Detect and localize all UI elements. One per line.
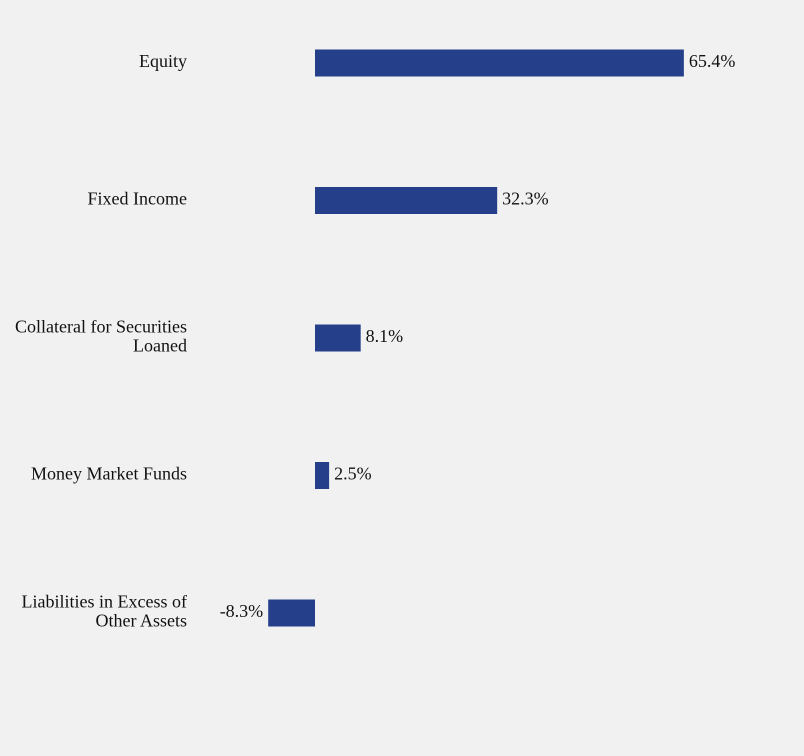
bar [315, 324, 361, 352]
category-label: Liabilities in Excess of Other Assets [22, 592, 187, 631]
category-label: Fixed Income [88, 189, 187, 209]
category-label-line: Money Market Funds [31, 464, 187, 484]
value-label: 65.4% [689, 51, 736, 71]
bar [315, 49, 684, 77]
value-label: -8.3% [220, 601, 264, 621]
category-label: Money Market Funds [31, 464, 187, 484]
bar-row: Money Market Funds 2.5% [31, 462, 372, 489]
category-label: Equity [139, 51, 187, 71]
category-label-line: Collateral for Securities [15, 317, 187, 337]
bar-row: Fixed Income 32.3% [88, 187, 549, 214]
bar [268, 599, 315, 627]
value-label: 32.3% [502, 189, 549, 209]
value-label: 8.1% [366, 326, 404, 346]
category-label-line: Equity [139, 51, 187, 71]
bar-row: Liabilities in Excess of Other Assets -8.3… [22, 592, 315, 631]
value-label: 2.5% [334, 464, 372, 484]
category-label-line: Fixed Income [88, 189, 187, 209]
bar [315, 462, 330, 489]
category-label-line: Other Assets [96, 611, 188, 631]
category-label-line: Liabilities in Excess of [22, 592, 187, 612]
bar [315, 187, 498, 214]
category-label: Collateral for Securities Loaned [15, 317, 187, 356]
category-label-line: Loaned [133, 336, 187, 356]
bar-row: Equity 65.4% [139, 49, 736, 77]
bar-row: Collateral for Securities Loaned 8.1% [15, 317, 403, 356]
